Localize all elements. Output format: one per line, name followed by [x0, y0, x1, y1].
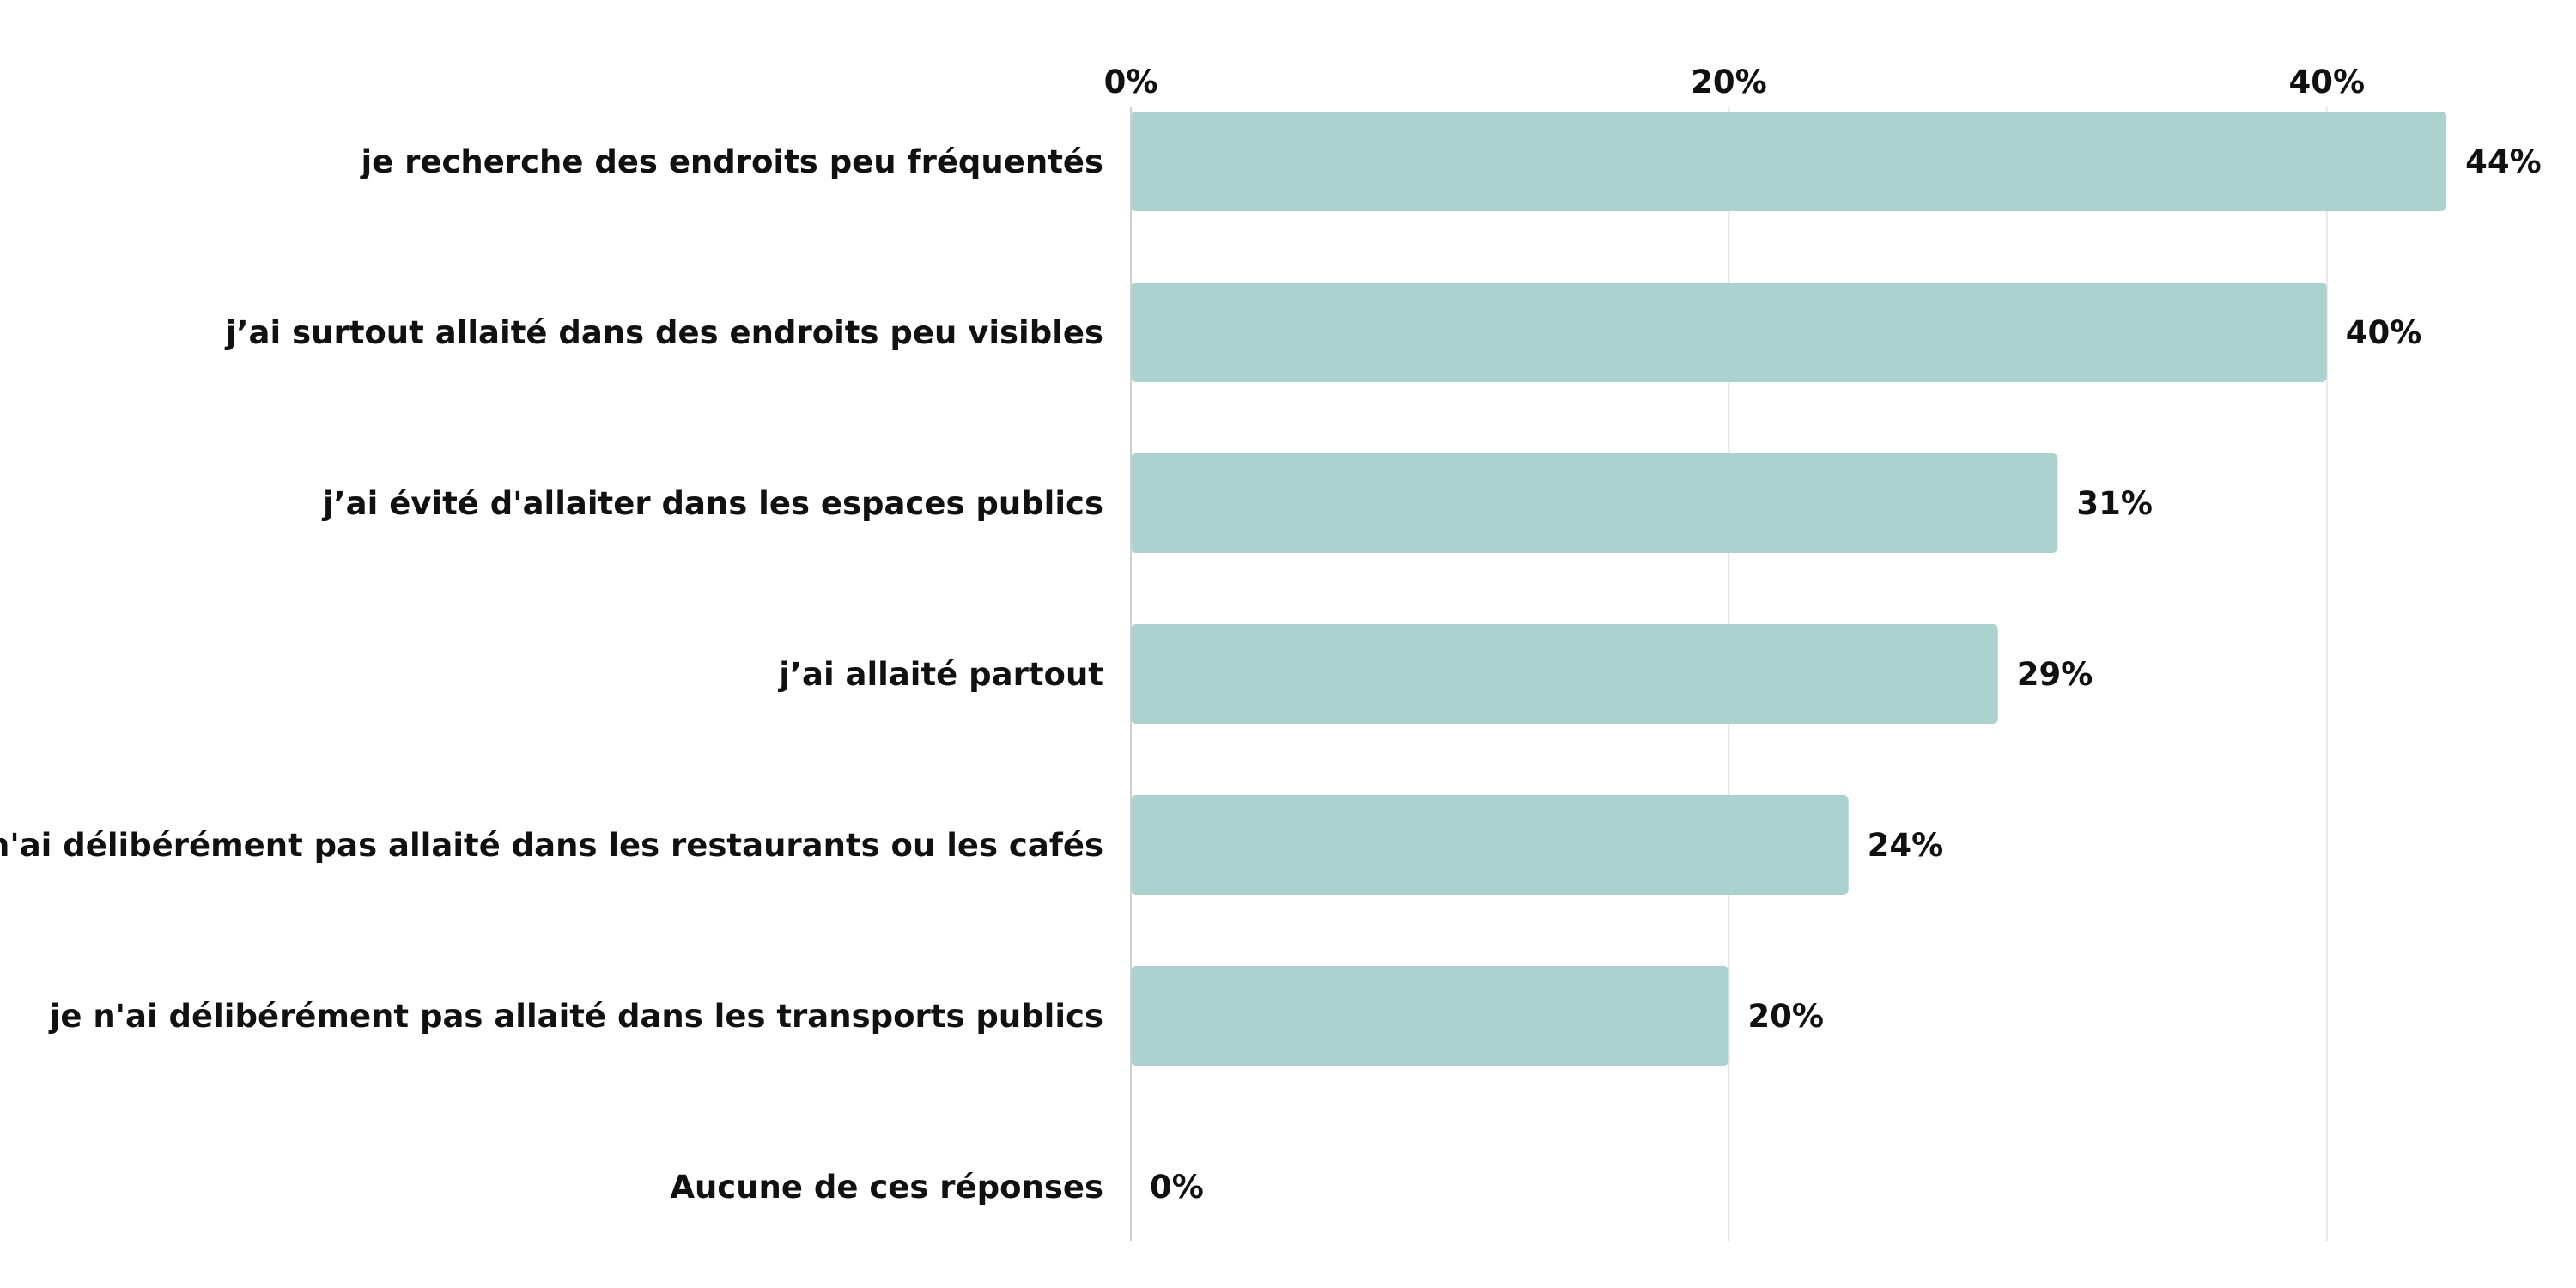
bars	[1131, 112, 2447, 1066]
bar-value-label: 29%	[2017, 656, 2093, 693]
bar-value-label: 0%	[1150, 1169, 1204, 1206]
bar	[1131, 453, 2058, 553]
category-labels: je recherche des endroits peu fréquentés…	[0, 143, 1103, 1206]
bar	[1131, 112, 2447, 211]
value-labels: 44% 40% 31% 29% 24% 20% 0%	[1150, 143, 2542, 1206]
bar-value-label: 44%	[2465, 143, 2542, 180]
bar	[1131, 624, 1998, 724]
category-label: je n'ai délibérément pas allaité dans le…	[0, 827, 1103, 864]
bar	[1131, 966, 1729, 1066]
category-label: Aucune de ces réponses	[670, 1169, 1103, 1206]
x-axis-ticks: 0% 20% 40%	[1104, 64, 2365, 100]
x-tick-label: 40%	[2289, 64, 2366, 100]
bar	[1131, 795, 1849, 895]
bar-value-label: 24%	[1868, 827, 1944, 864]
category-label: j’ai évité d'allaiter dans les espaces p…	[321, 485, 1103, 522]
category-label: j’ai allaité partout	[777, 656, 1103, 693]
x-tick-label: 0%	[1104, 64, 1158, 100]
x-tick-label: 20%	[1691, 64, 1767, 100]
category-label: je n'ai délibérément pas allaité dans le…	[48, 998, 1103, 1035]
category-label: j’ai surtout allaité dans des endroits p…	[224, 314, 1103, 351]
category-label: je recherche des endroits peu fréquentés	[359, 143, 1103, 180]
bar	[1131, 283, 2327, 382]
bar-value-label: 40%	[2346, 314, 2422, 351]
bar-value-label: 31%	[2076, 485, 2153, 522]
bar-value-label: 20%	[1747, 998, 1824, 1035]
